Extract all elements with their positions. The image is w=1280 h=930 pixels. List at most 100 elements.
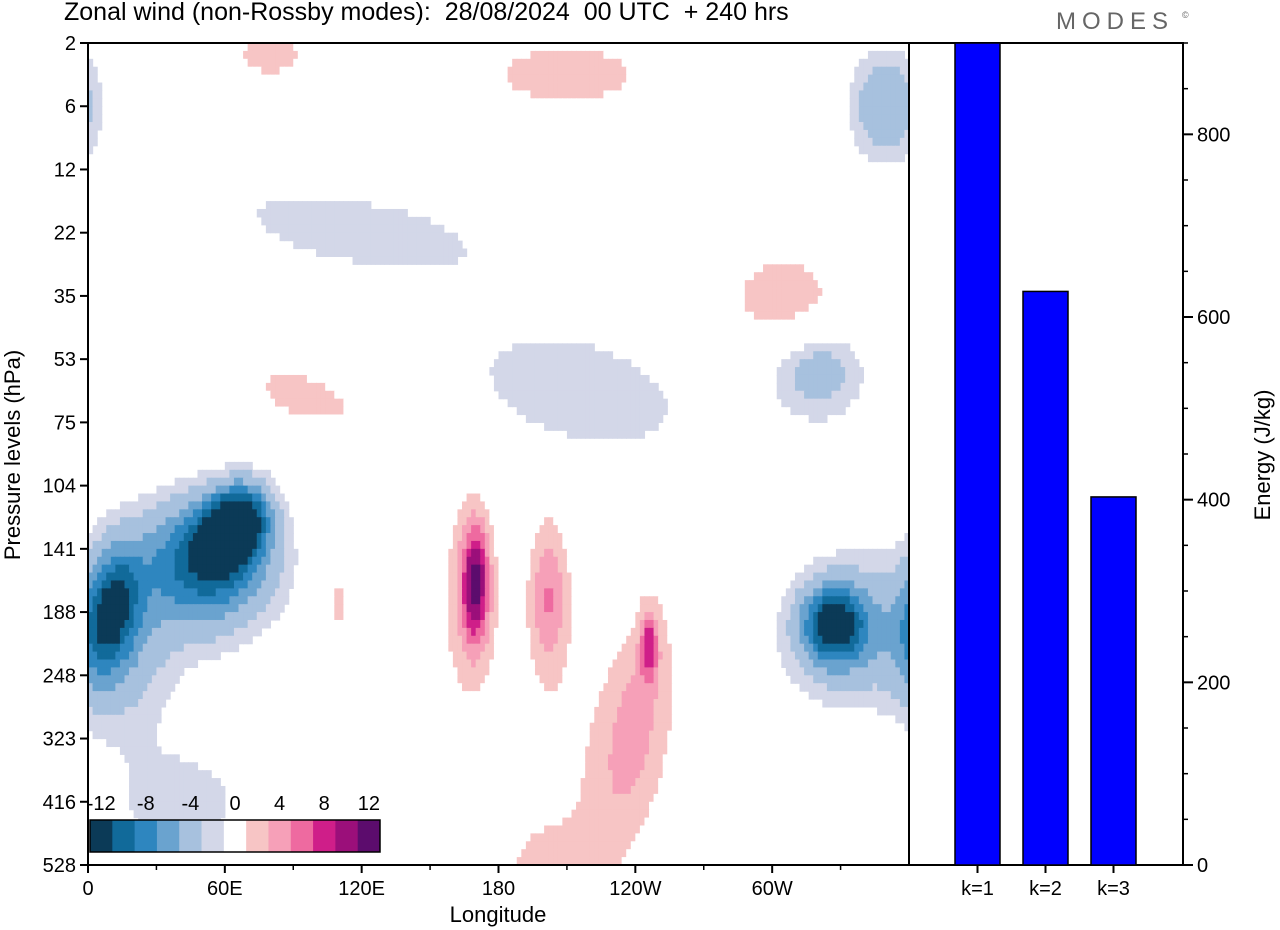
heatmap-cell bbox=[904, 691, 909, 700]
heatmap-cell bbox=[758, 288, 764, 297]
heatmap-cell bbox=[352, 398, 358, 408]
heatmap-cell bbox=[858, 90, 864, 99]
heatmap-cell bbox=[338, 627, 345, 637]
heatmap-cell bbox=[302, 414, 308, 423]
heatmap-cell bbox=[238, 580, 244, 589]
heatmap-cell bbox=[553, 382, 559, 392]
heatmap-cell bbox=[836, 288, 842, 297]
heatmap-cell bbox=[407, 216, 413, 226]
heatmap-cell bbox=[644, 406, 650, 416]
heatmap-cell bbox=[553, 762, 559, 771]
heatmap-cell bbox=[457, 564, 463, 574]
heatmap-cell bbox=[863, 98, 869, 107]
heatmap-cell bbox=[548, 66, 554, 76]
heatmap-cell bbox=[224, 588, 230, 597]
heatmap-cell bbox=[202, 493, 208, 503]
heatmap-cell bbox=[817, 683, 823, 692]
heatmap-cell bbox=[389, 208, 395, 218]
heatmap-cell bbox=[489, 580, 495, 589]
heatmap-cell bbox=[288, 414, 294, 423]
heatmap-cell bbox=[858, 691, 864, 700]
heatmap-cell bbox=[649, 422, 655, 431]
heatmap-cell bbox=[822, 414, 828, 423]
heatmap-cell bbox=[571, 406, 577, 416]
heatmap-cell bbox=[224, 548, 230, 558]
heatmap-cell bbox=[498, 50, 504, 60]
heatmap-cell bbox=[484, 556, 490, 566]
heatmap-cell bbox=[836, 359, 842, 368]
heatmap-cell bbox=[101, 540, 107, 550]
heatmap-cell bbox=[220, 801, 226, 811]
heatmap-cell bbox=[466, 612, 472, 621]
heatmap-cell bbox=[252, 359, 258, 368]
heatmap-cell bbox=[886, 635, 892, 645]
heatmap-cell bbox=[174, 493, 180, 503]
heatmap-cell bbox=[101, 651, 107, 661]
heatmap-cell bbox=[881, 106, 887, 115]
heatmap-cell bbox=[503, 351, 509, 360]
heatmap-cell bbox=[270, 414, 276, 423]
heatmap-cell bbox=[316, 201, 322, 210]
heatmap-cell bbox=[252, 374, 258, 384]
heatmap-cell bbox=[484, 485, 490, 495]
heatmap-cell bbox=[493, 596, 500, 605]
heatmap-cell bbox=[607, 635, 614, 645]
heatmap-cell bbox=[644, 627, 650, 637]
heatmap-cell bbox=[516, 343, 522, 352]
heatmap-cell bbox=[133, 564, 139, 574]
heatmap-cell bbox=[566, 754, 573, 763]
heatmap-cell bbox=[101, 627, 107, 637]
heatmap-cell bbox=[639, 659, 646, 668]
heatmap-cell bbox=[475, 643, 481, 653]
heatmap-cell bbox=[562, 619, 568, 629]
heatmap-cell bbox=[516, 809, 522, 819]
heatmap-cell bbox=[498, 359, 504, 368]
heatmap-cell bbox=[493, 572, 500, 582]
heatmap-cell bbox=[785, 627, 792, 637]
heatmap-cell bbox=[826, 382, 833, 392]
heatmap-cell bbox=[548, 82, 554, 92]
heatmap-cell bbox=[416, 216, 422, 226]
heatmap-cell bbox=[503, 66, 509, 76]
heatmap-cell bbox=[129, 754, 135, 763]
heatmap-cell bbox=[316, 390, 322, 400]
heatmap-cell bbox=[170, 801, 176, 811]
heatmap-cell bbox=[165, 493, 171, 503]
heatmap-cell bbox=[334, 398, 340, 408]
heatmap-cell bbox=[101, 683, 107, 692]
heatmap-cell bbox=[877, 699, 883, 708]
heatmap-cell bbox=[133, 699, 139, 708]
heatmap-cell bbox=[539, 706, 545, 716]
heatmap-cell bbox=[220, 785, 226, 795]
heatmap-cell bbox=[452, 683, 459, 692]
heatmap-cell bbox=[393, 248, 399, 257]
heatmap-cell bbox=[557, 525, 563, 534]
heatmap-cell bbox=[92, 675, 98, 684]
heatmap-cell bbox=[320, 248, 326, 257]
heatmap-cell bbox=[183, 793, 189, 803]
heatmap-cell bbox=[840, 627, 846, 637]
heatmap-cell bbox=[571, 635, 577, 645]
heatmap-cell bbox=[252, 588, 258, 597]
heatmap-cell bbox=[480, 501, 486, 510]
heatmap-cell bbox=[138, 667, 144, 676]
heatmap-cell bbox=[548, 746, 554, 755]
heatmap-cell bbox=[288, 564, 294, 574]
heatmap-cell bbox=[799, 580, 805, 589]
heatmap-cell bbox=[334, 201, 340, 210]
heatmap-cell bbox=[566, 596, 573, 605]
heatmap-cell bbox=[138, 627, 144, 637]
heatmap-cell bbox=[849, 643, 855, 653]
heatmap-cell bbox=[544, 422, 550, 431]
heatmap-cell bbox=[612, 66, 618, 76]
heatmap-cell bbox=[781, 295, 787, 305]
heatmap-cell bbox=[863, 90, 869, 99]
heatmap-cell bbox=[97, 612, 103, 621]
heatmap-cell bbox=[97, 533, 103, 542]
heatmap-cell bbox=[88, 667, 94, 676]
heatmap-cell bbox=[110, 738, 116, 748]
heatmap-cell bbox=[621, 746, 627, 755]
heatmap-cell bbox=[813, 264, 819, 273]
heatmap-cell bbox=[256, 66, 262, 76]
heatmap-cell bbox=[799, 572, 805, 582]
